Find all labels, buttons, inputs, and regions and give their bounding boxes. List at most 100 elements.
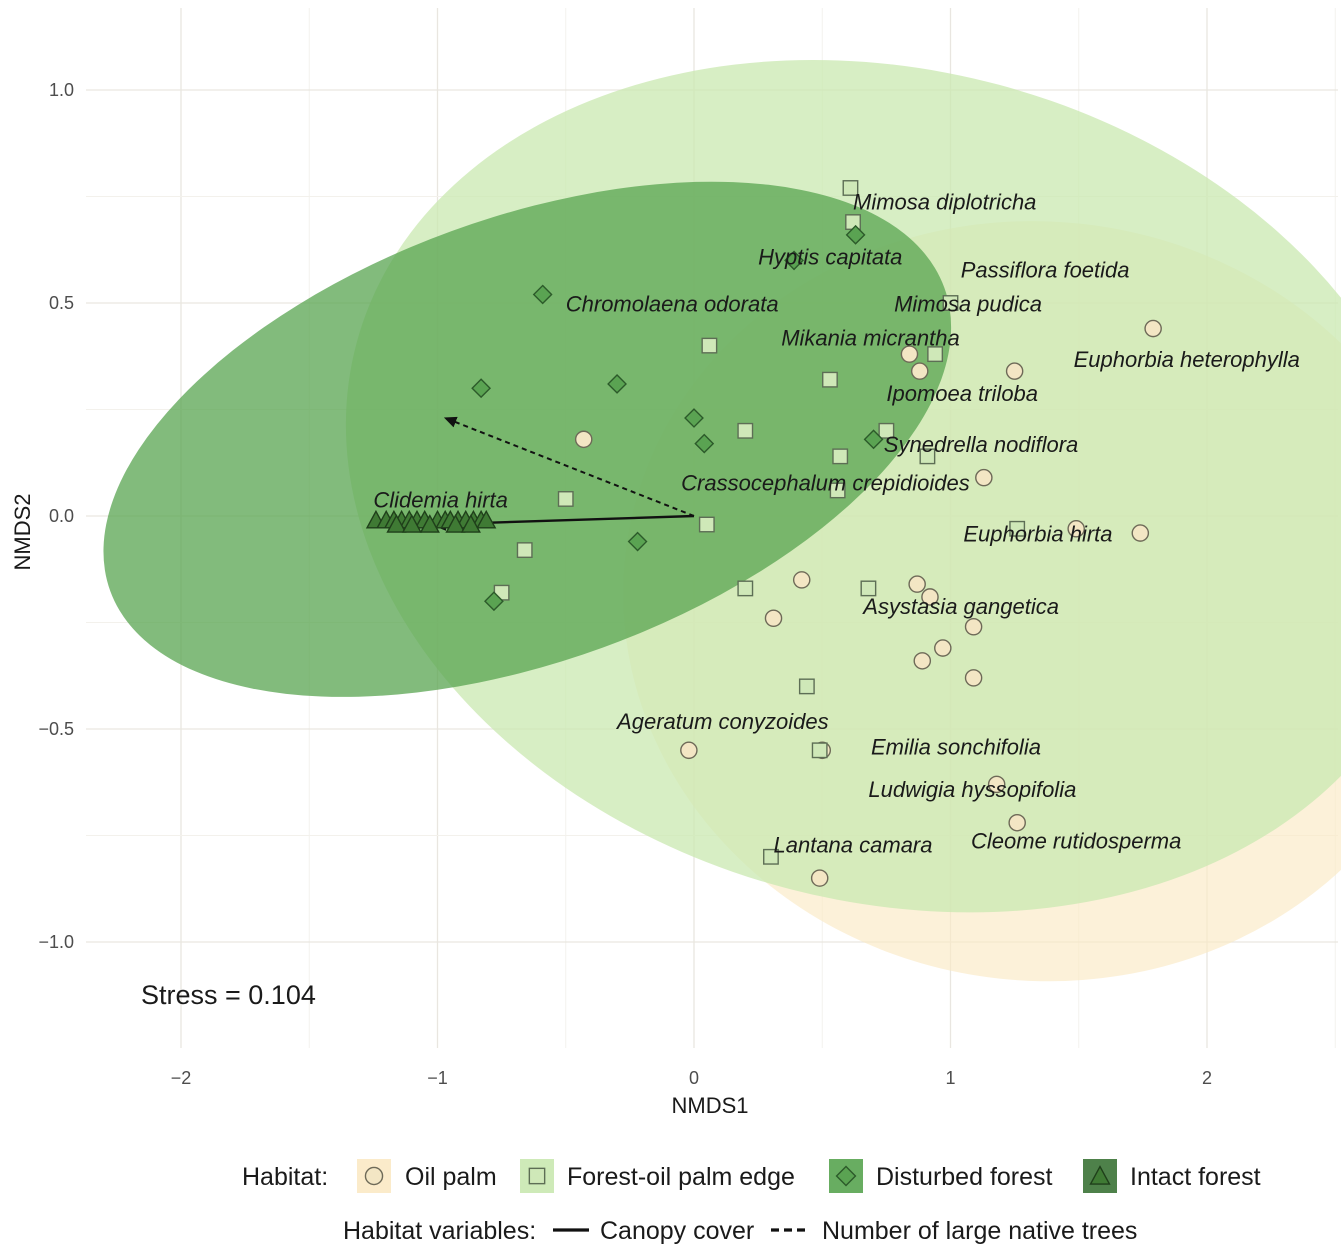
point-oil-palm [574, 430, 593, 449]
point-oil-palm [975, 468, 993, 487]
point-intact-forest [401, 514, 422, 533]
point-forest-oil-palm-edge [842, 180, 859, 196]
point-forest-oil-palm-edge [927, 346, 944, 363]
legend-key-oil-palm [357, 1159, 391, 1193]
legend-key-disturbed-forest [829, 1159, 863, 1193]
species-label: Mimosa diplotricha [853, 189, 1036, 214]
point-disturbed-forest [484, 591, 504, 612]
point-forest-oil-palm-edge [878, 422, 895, 439]
point-forest-oil-palm-edge [698, 516, 715, 533]
habitat-ellipses [103, 59, 1341, 982]
legend-key-marker [528, 1167, 546, 1185]
x-tick-label: 1 [945, 1068, 955, 1088]
point-oil-palm [1008, 813, 1026, 832]
species-label: Mimosa pudica [894, 292, 1042, 317]
legend-key-forest-oil-palm-edge [520, 1159, 554, 1193]
species-label: Clidemia hirta [373, 487, 508, 512]
point-forest-oil-palm-edge [737, 422, 754, 439]
species-label: Ageratum conyzoides [615, 709, 829, 734]
x-tick-label: −2 [171, 1068, 192, 1088]
y-tick-label: 1.0 [49, 80, 74, 100]
point-oil-palm [764, 609, 783, 628]
series-forest-oil-palm-edge [493, 180, 1026, 865]
legend-label-intact-forest: Intact forest [1130, 1163, 1261, 1191]
y-axis-title: NMDS2 [10, 493, 35, 570]
x-tick-label: −1 [427, 1068, 448, 1088]
legend-label-forest-oil-palm-edge: Forest-oil palm edge [567, 1163, 795, 1191]
point-forest-oil-palm-edge [919, 448, 936, 465]
point-disturbed-forest [532, 284, 553, 305]
point-oil-palm [910, 362, 929, 380]
species-label: Mikania micrantha [781, 326, 960, 351]
species-label: Asystasia gangetica [861, 594, 1059, 619]
species-label: Hyptis capitata [758, 245, 902, 270]
series-intact-forest [365, 509, 497, 533]
species-label: Crassocephalum crepidioides [681, 470, 970, 495]
point-intact-forest [386, 514, 407, 533]
point-oil-palm [680, 741, 698, 760]
species-label: Euphorbia heterophylla [1074, 347, 1300, 372]
species-label: Euphorbia hirta [963, 522, 1112, 547]
point-disturbed-forest [845, 224, 866, 245]
point-forest-oil-palm-edge [942, 295, 959, 311]
point-forest-oil-palm-edge [516, 542, 533, 559]
legend-habitat-title: Habitat: [242, 1163, 328, 1191]
point-forest-oil-palm-edge [829, 482, 846, 499]
point-oil-palm [900, 345, 919, 363]
series-disturbed-forest [471, 224, 884, 612]
y-tick-label: 0.0 [49, 506, 74, 526]
legend-key-intact-forest [1083, 1159, 1117, 1193]
legend-variables-title: Habitat variables: [343, 1217, 536, 1245]
ellipse-disturbed-forest [103, 181, 952, 697]
point-forest-oil-palm-edge [557, 491, 574, 507]
species-label: Synedrella nodiflora [884, 432, 1078, 457]
y-tick-label: 0.5 [49, 293, 74, 313]
point-oil-palm [921, 588, 939, 606]
point-oil-palm [1067, 520, 1085, 538]
legend-label-number-of-large-native-trees: Number of large native trees [822, 1217, 1137, 1245]
species-label: Ludwigia hyssopifolia [868, 777, 1076, 802]
species-label: Lantana camara [774, 833, 933, 858]
point-oil-palm [1131, 524, 1150, 542]
point-oil-palm [934, 639, 952, 657]
data-points [365, 180, 1162, 887]
species-label: Passiflora foetida [961, 257, 1130, 282]
point-oil-palm [913, 652, 932, 670]
point-forest-oil-palm-edge [701, 337, 718, 354]
point-forest-oil-palm-edge [845, 214, 861, 230]
legend-key-marker [364, 1166, 384, 1186]
point-oil-palm [792, 571, 811, 589]
species-labels: Mimosa diplotricha Hyptis capitata Passifl… [373, 189, 1300, 857]
point-oil-palm [908, 575, 926, 593]
point-disturbed-forest [784, 250, 804, 271]
point-intact-forest [460, 514, 481, 533]
legend-label-oil-palm: Oil palm [405, 1163, 497, 1191]
legend: Habitat: Oil palm Forest-oil palm edge Dist… [242, 1159, 1261, 1245]
point-disturbed-forest [694, 433, 715, 454]
point-disturbed-forest [863, 429, 884, 450]
x-tick-label: 0 [689, 1068, 699, 1088]
point-forest-oil-palm-edge [1009, 520, 1026, 537]
legend-key-marker [835, 1165, 857, 1187]
point-oil-palm [1144, 319, 1162, 338]
point-forest-oil-palm-edge [763, 848, 779, 865]
species-label: Ipomoea triloba [886, 381, 1038, 406]
species-label: Chromolaena odorata [566, 292, 779, 317]
species-label: Cleome rutidosperma [971, 828, 1181, 853]
point-forest-oil-palm-edge [811, 742, 828, 759]
species-label: Emilia sonchifolia [871, 735, 1041, 760]
legend-key-marker [1089, 1165, 1111, 1185]
point-oil-palm [1005, 362, 1024, 380]
point-intact-forest [476, 509, 497, 529]
point-oil-palm [987, 775, 1006, 794]
point-disturbed-forest [627, 531, 648, 552]
point-oil-palm [964, 617, 983, 636]
legend-label-canopy-cover: Canopy cover [600, 1217, 754, 1245]
point-forest-oil-palm-edge [798, 678, 815, 695]
point-disturbed-forest [684, 408, 704, 428]
point-intact-forest [419, 514, 440, 533]
y-tick-label: −1.0 [38, 932, 74, 952]
series-oil-palm [574, 319, 1162, 887]
point-disturbed-forest [471, 378, 492, 399]
